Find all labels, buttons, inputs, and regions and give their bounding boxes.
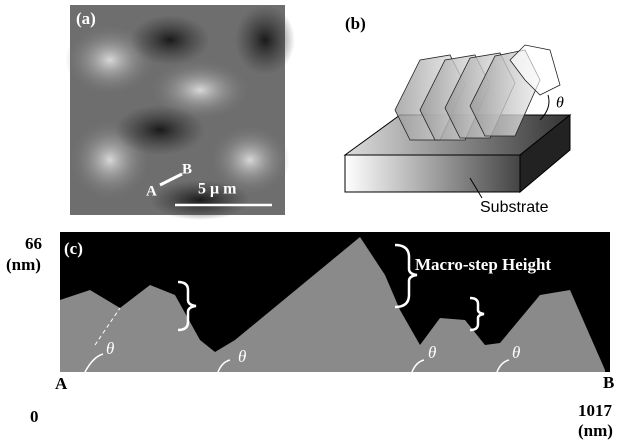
scale-label: 5 μ m xyxy=(198,181,237,198)
panel-b: (b) θ Substrate xyxy=(345,14,570,216)
panel-label: (a) xyxy=(76,9,96,28)
x-unit-label: (nm) xyxy=(578,421,613,440)
annotation: Macro-step Height xyxy=(415,255,551,274)
angle-label: θ xyxy=(556,95,564,112)
panel-label: (b) xyxy=(345,14,366,33)
x-min-label: 0 xyxy=(30,407,39,426)
angle-label: θ xyxy=(106,339,114,358)
panel-label: (c) xyxy=(64,239,83,258)
point-label: B xyxy=(603,373,614,392)
figure: (a) A B 5 μ m (b) θ Substrate xyxy=(0,0,627,443)
angle-label: θ xyxy=(512,343,520,362)
y-max-label: 66 xyxy=(25,234,42,253)
substrate-label: Substrate xyxy=(480,199,549,216)
point-label: A xyxy=(146,183,157,199)
panel-a: (a) A B 5 μ m xyxy=(65,5,295,220)
x-max-label: 1017 xyxy=(578,401,613,420)
point-label: B xyxy=(182,161,192,177)
angle-label: θ xyxy=(238,347,246,366)
y-unit-label: (nm) xyxy=(6,255,41,274)
panel-c: 66 (nm) (c) Macro-step Height θ θ θ θ A … xyxy=(6,232,614,440)
point-label: A xyxy=(55,374,68,393)
angle-label: θ xyxy=(428,343,436,362)
